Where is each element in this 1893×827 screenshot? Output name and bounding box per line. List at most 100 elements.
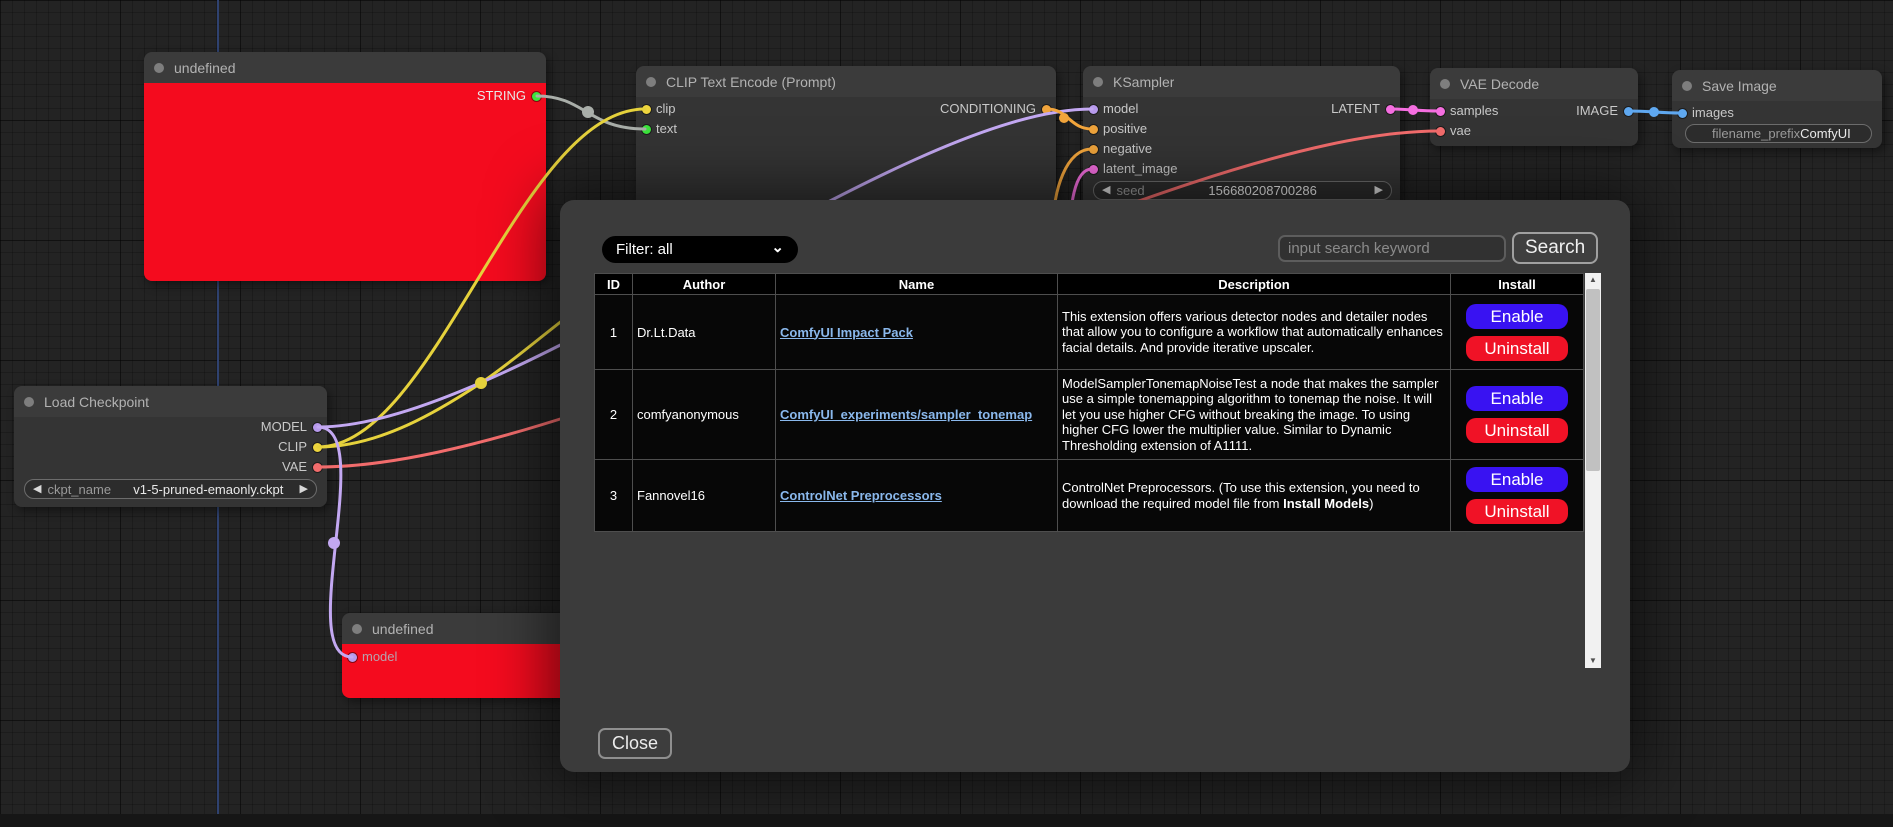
node-clip-text-encode[interactable]: CLIP Text Encode (Prompt) clip CONDITION…	[636, 66, 1056, 211]
node-save-image[interactable]: Save Image images filename_prefix ComfyU…	[1672, 70, 1882, 148]
table-scrollbar[interactable]: ▲ ▼	[1585, 273, 1601, 668]
node-ksampler[interactable]: KSampler model LATENT positive negative …	[1083, 66, 1400, 207]
vae-slot-pin[interactable]	[1436, 127, 1445, 136]
wire-dot-conditioning	[1059, 113, 1069, 123]
seed-widget[interactable]: ◀ seed 156680208700286 ▶	[1093, 181, 1392, 200]
input-slot-vae[interactable]: vae	[1430, 123, 1638, 139]
widget-label: seed	[1116, 183, 1145, 198]
samples-slot-pin[interactable]	[1436, 107, 1445, 116]
conditioning-slot-pin[interactable]	[1042, 105, 1051, 114]
output-slot-clip[interactable]: CLIP	[14, 439, 327, 455]
table-row: 2 comfyanonymous ComfyUI_experiments/sam…	[594, 369, 1584, 460]
model-slot-pin[interactable]	[1089, 105, 1098, 114]
node-collapse-dot-icon[interactable]	[24, 396, 34, 407]
previous-arrow-icon[interactable]: ◀	[33, 482, 42, 495]
output-slot-model[interactable]: MODEL	[14, 419, 327, 435]
vae-slot-pin[interactable]	[313, 463, 322, 472]
uninstall-button[interactable]: Uninstall	[1466, 418, 1568, 443]
node-title-bar[interactable]: undefined	[342, 613, 572, 644]
decrement-arrow-icon[interactable]: ◀	[1102, 184, 1111, 196]
increment-arrow-icon[interactable]: ▶	[1374, 184, 1383, 196]
image-slot-pin[interactable]	[1624, 107, 1633, 116]
input-slot-model[interactable]: model LATENT	[1083, 101, 1400, 117]
negative-slot-pin[interactable]	[1089, 145, 1098, 154]
node-title: undefined	[372, 620, 434, 637]
input-slot-text[interactable]: text	[636, 121, 1056, 137]
node-title-bar[interactable]: VAE Decode	[1430, 68, 1638, 99]
node-collapse-dot-icon[interactable]	[154, 62, 164, 73]
input-slot-clip[interactable]: clip CONDITIONING	[636, 101, 1056, 117]
slot-label: CLIP	[278, 439, 307, 454]
output-slot-string[interactable]: STRING	[144, 88, 546, 104]
input-slot-images[interactable]: images	[1672, 105, 1882, 121]
slot-label: CONDITIONING	[939, 101, 1036, 116]
clip-slot-pin[interactable]	[642, 105, 651, 114]
input-slot-latent-image[interactable]: latent_image	[1083, 161, 1400, 177]
widget-label: ckpt_name	[47, 481, 112, 497]
input-slot-samples[interactable]: samples IMAGE	[1430, 103, 1638, 119]
node-vae-decode[interactable]: VAE Decode samples IMAGE vae	[1430, 68, 1638, 146]
text-slot-pin[interactable]	[642, 125, 651, 134]
cell-id: 2	[594, 369, 633, 460]
clip-slot-pin[interactable]	[313, 443, 322, 452]
node-body: images filename_prefix ComfyUI	[1672, 101, 1882, 148]
slot-label: model	[362, 649, 398, 664]
latent-slot-pin[interactable]	[1386, 105, 1395, 114]
table-row: 3 Fannovel16 ControlNet Preprocessors Co…	[594, 459, 1584, 532]
scrollbar-down-button[interactable]: ▼	[1585, 654, 1601, 668]
uninstall-button[interactable]: Uninstall	[1466, 499, 1568, 524]
output-slot-vae[interactable]: VAE	[14, 459, 327, 475]
node-undefined-top[interactable]: undefined STRING	[144, 52, 546, 281]
filename-prefix-widget[interactable]: filename_prefix ComfyUI	[1685, 124, 1872, 143]
widget-value: 156680208700286	[1208, 183, 1317, 198]
string-slot-pin[interactable]	[532, 92, 541, 101]
node-collapse-dot-icon[interactable]	[1093, 76, 1103, 87]
extension-link[interactable]: ComfyUI Impact Pack	[780, 324, 913, 340]
search-input[interactable]	[1278, 235, 1506, 262]
scrollbar-up-button[interactable]: ▲	[1585, 273, 1601, 287]
enable-button[interactable]: Enable	[1466, 386, 1568, 411]
filter-select[interactable]: Filter: all ⌄	[602, 236, 798, 263]
input-slot-positive[interactable]: positive	[1083, 121, 1400, 137]
model-slot-pin[interactable]	[348, 653, 357, 662]
node-collapse-dot-icon[interactable]	[1440, 78, 1450, 89]
cell-description: ModelSamplerTonemapNoiseTest a node that…	[1057, 369, 1451, 460]
enable-button[interactable]: Enable	[1466, 303, 1568, 329]
cell-description: ControlNet Preprocessors. (To use this e…	[1057, 459, 1451, 532]
node-undefined-bottom[interactable]: undefined model	[342, 613, 572, 698]
node-collapse-dot-icon[interactable]	[1682, 80, 1692, 91]
search-button[interactable]: Search	[1512, 232, 1599, 264]
close-button[interactable]: Close	[598, 728, 673, 759]
wire-dot-model	[328, 537, 340, 549]
uninstall-button[interactable]: Uninstall	[1466, 335, 1568, 361]
images-slot-pin[interactable]	[1678, 109, 1687, 118]
slot-label: VAE	[281, 459, 307, 474]
node-title-bar[interactable]: CLIP Text Encode (Prompt)	[636, 66, 1056, 97]
extension-table-container: ID Author Name Description Install 1 Dr.…	[594, 273, 1601, 668]
wire-string-to-text	[535, 94, 647, 131]
node-title-bar[interactable]: Save Image	[1672, 70, 1882, 101]
node-collapse-dot-icon[interactable]	[352, 623, 362, 634]
enable-button[interactable]: Enable	[1466, 467, 1568, 492]
node-title-bar[interactable]: undefined	[144, 52, 546, 83]
cell-author: Fannovel16	[632, 459, 776, 532]
latent-image-slot-pin[interactable]	[1089, 165, 1098, 174]
cell-author: comfyanonymous	[632, 369, 776, 460]
model-slot-pin[interactable]	[313, 423, 322, 432]
extension-link[interactable]: ControlNet Preprocessors	[780, 488, 942, 503]
table-header-row: ID Author Name Description Install	[594, 273, 1584, 295]
slot-label: positive	[1103, 121, 1148, 136]
input-slot-negative[interactable]: negative	[1083, 141, 1400, 157]
positive-slot-pin[interactable]	[1089, 125, 1098, 134]
node-title-bar[interactable]: KSampler	[1083, 66, 1400, 97]
input-slot-model[interactable]: model	[342, 649, 572, 665]
node-title-bar[interactable]: Load Checkpoint	[14, 386, 327, 417]
scrollbar-thumb[interactable]	[1586, 289, 1600, 471]
slot-label: MODEL	[260, 419, 307, 434]
ckpt-name-widget[interactable]: ◀ ckpt_name v1-5-pruned-emaonly.ckpt ▶	[24, 479, 317, 499]
extension-link[interactable]: ComfyUI_experiments/sampler_tonemap	[780, 407, 1033, 422]
next-arrow-icon[interactable]: ▶	[299, 482, 308, 495]
node-load-checkpoint[interactable]: Load Checkpoint MODEL CLIP VAE ◀ ckpt_na…	[14, 386, 327, 507]
node-collapse-dot-icon[interactable]	[646, 76, 656, 87]
